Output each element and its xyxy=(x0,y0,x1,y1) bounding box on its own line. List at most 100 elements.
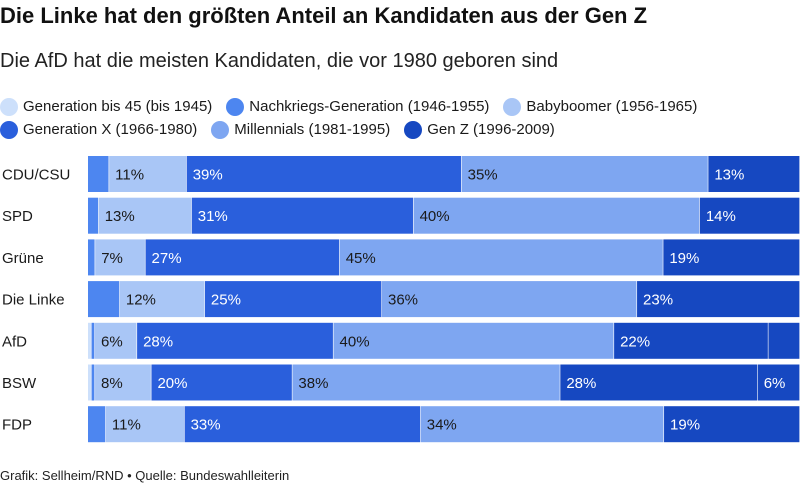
category-label-afd: AfD xyxy=(2,333,27,350)
bar-bsw-boomer xyxy=(95,364,151,401)
data-label-spd-millennials: 40% xyxy=(420,208,450,225)
category-label-cdu-csu: CDU/CSU xyxy=(2,167,70,184)
bar-fdp-millennials xyxy=(420,406,664,443)
data-label-gr-ne-millennials: 45% xyxy=(346,250,376,267)
chart-title: Die Linke hat den größten Anteil an Kand… xyxy=(0,3,648,28)
data-label-fdp-boomer: 11% xyxy=(112,417,141,434)
data-label-bsw-genz: 28% xyxy=(566,375,596,392)
legend: Generation bis 45 (bis 1945) Nachkriegs-… xyxy=(0,95,800,141)
bar-gr-ne-boomer xyxy=(95,239,145,276)
bar-cdu-csu-genz xyxy=(708,156,800,192)
bar-cdu-csu-boomer xyxy=(109,156,187,192)
bar-cdu-csu-millennials xyxy=(461,156,708,192)
data-label-bsw-boomer: 8% xyxy=(101,375,123,392)
legend-swatch-genx xyxy=(0,120,18,139)
bar-die-linke-boomer xyxy=(119,281,205,318)
legend-label-genz: Gen Z (1996-2009) xyxy=(427,121,555,138)
bar-spd-millennials xyxy=(413,197,700,234)
bar-bsw-gen45 xyxy=(88,364,91,401)
bar-bsw-nachkrieg xyxy=(91,364,95,401)
legend-swatch-boomer xyxy=(503,97,522,116)
bar-die-linke-genz xyxy=(637,281,800,318)
bar-fdp-genz xyxy=(664,406,800,443)
legend-label-millennials: Millennials (1981-1995) xyxy=(234,121,391,138)
bar-afd-genx xyxy=(137,322,333,359)
legend-label-boomer: Babyboomer (1956-1965) xyxy=(526,98,698,115)
data-label-die-linke-genx: 25% xyxy=(211,292,241,309)
bar-cdu-csu-nachkrieg xyxy=(88,156,109,192)
data-label-cdu-csu-genx: 39% xyxy=(193,167,223,184)
legend-item-gen45: Generation bis 45 (bis 1945) xyxy=(0,97,213,116)
bar-spd-nachkrieg xyxy=(88,197,99,234)
data-label-cdu-csu-genz: 13% xyxy=(714,167,744,184)
legend-item-genx: Generation X (1966-1980) xyxy=(0,120,198,139)
bar-bsw-genz xyxy=(560,364,758,401)
bar-afd-gen45 xyxy=(88,322,91,359)
data-label-afd-boomer: 6% xyxy=(101,333,123,350)
legend-label-genx: Generation X (1966-1980) xyxy=(23,121,198,138)
chart-subtitle: Die AfD hat die meisten Kandidaten, die … xyxy=(0,50,559,72)
category-label-gr-ne: Grüne xyxy=(2,250,44,267)
bar-afd-nachkrieg xyxy=(91,322,95,359)
data-label-bsw-genx: 20% xyxy=(157,375,187,392)
bar-afd-genz-extra xyxy=(768,322,800,359)
bar-fdp-boomer xyxy=(105,406,185,443)
stacked-bar-chart: CDU/CSU 11% 39% 35% 13% SPD 13% 31% 40% 14% Grüne 7… xyxy=(2,156,800,443)
legend-item-genz: Gen Z (1996-2009) xyxy=(404,120,555,139)
category-label-die-linke: Die Linke xyxy=(2,292,65,309)
data-label-gr-ne-genz: 19% xyxy=(669,250,699,267)
bar-die-linke-genx xyxy=(204,281,382,318)
bar-gr-ne-genz xyxy=(663,239,800,276)
legend-row-2: Generation X (1966-1980) Millennials (19… xyxy=(0,118,800,141)
legend-swatch-gen45 xyxy=(0,97,18,116)
legend-item-millennials: Millennials (1981-1995) xyxy=(211,120,391,139)
data-label-gr-ne-boomer: 7% xyxy=(101,250,123,267)
bar-gr-ne-nachkrieg xyxy=(88,239,95,276)
bar-afd-genz xyxy=(614,322,768,359)
bar-fdp-nachkrieg xyxy=(88,406,106,443)
legend-swatch-nachkrieg xyxy=(226,97,245,116)
category-label-spd: SPD xyxy=(2,208,33,225)
category-label-fdp: FDP xyxy=(2,417,32,434)
data-label-spd-genx: 31% xyxy=(198,208,228,225)
bar-afd-millennials xyxy=(333,322,614,359)
data-label-die-linke-boomer: 12% xyxy=(126,292,156,309)
source-footer: Grafik: Sellheim/RND • Quelle: Bundeswah… xyxy=(0,468,290,483)
legend-row-1: Generation bis 45 (bis 1945) Nachkriegs-… xyxy=(0,95,800,118)
bar-die-linke-millennials xyxy=(382,281,637,318)
legend-swatch-genz xyxy=(404,120,423,139)
legend-label-gen45: Generation bis 45 (bis 1945) xyxy=(23,98,213,115)
data-label-afd-genx: 28% xyxy=(143,333,173,350)
data-label-die-linke-millennials: 36% xyxy=(388,292,418,309)
data-label-afd-millennials: 40% xyxy=(340,333,370,350)
data-label-bsw-millennials: 38% xyxy=(298,375,328,392)
data-label-afd-genz: 22% xyxy=(620,333,650,350)
data-label-cdu-csu-boomer: 11% xyxy=(115,167,144,184)
bar-fdp-genx xyxy=(184,406,421,443)
data-label-spd-genz: 14% xyxy=(706,208,736,225)
data-label-fdp-millennials: 34% xyxy=(427,417,457,434)
legend-label-nachkrieg: Nachkriegs-Generation (1946-1955) xyxy=(249,98,490,115)
bar-bsw-millennials xyxy=(292,364,560,401)
data-label-cdu-csu-millennials: 35% xyxy=(468,167,498,184)
bar-cdu-csu-genx xyxy=(186,156,462,192)
data-label-bsw-genz-extra: 6% xyxy=(764,375,786,392)
legend-item-nachkrieg: Nachkriegs-Generation (1946-1955) xyxy=(226,97,490,116)
bar-spd-boomer xyxy=(98,197,192,234)
data-label-spd-boomer: 13% xyxy=(105,208,135,225)
bar-gr-ne-genx xyxy=(145,239,340,276)
data-label-fdp-genx: 33% xyxy=(191,417,221,434)
bar-spd-genz xyxy=(699,197,800,234)
bar-bsw-genz-extra xyxy=(757,364,800,401)
data-label-die-linke-genz: 23% xyxy=(643,292,673,309)
category-label-bsw: BSW xyxy=(2,375,37,392)
bar-afd-boomer xyxy=(95,322,137,359)
legend-swatch-millennials xyxy=(211,120,230,139)
bar-die-linke-nachkrieg xyxy=(88,281,120,318)
data-label-fdp-genz: 19% xyxy=(670,417,700,434)
bar-bsw-genx xyxy=(151,364,292,401)
data-label-gr-ne-genx: 27% xyxy=(152,250,182,267)
bar-gr-ne-millennials xyxy=(339,239,663,276)
legend-item-boomer: Babyboomer (1956-1965) xyxy=(503,97,698,116)
bar-spd-genx xyxy=(191,197,413,234)
